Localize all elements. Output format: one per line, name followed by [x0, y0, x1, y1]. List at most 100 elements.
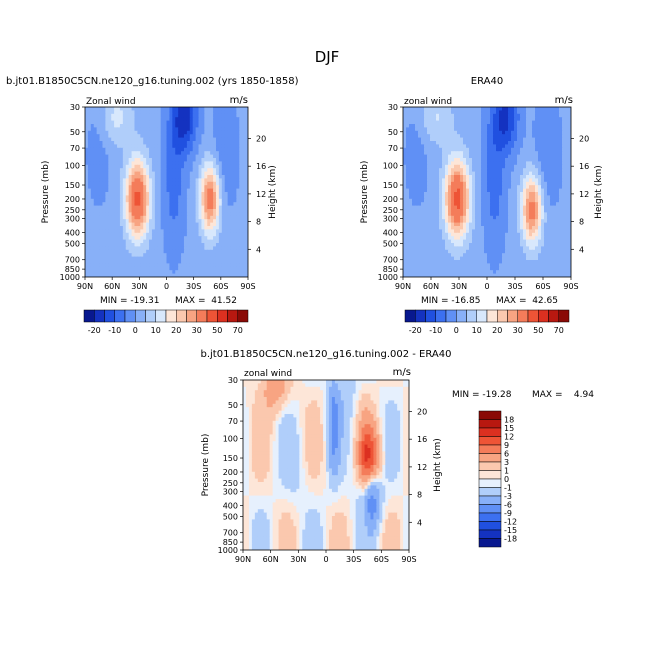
y-tick-label: 700 [65, 256, 80, 265]
colorbar-obs: -20 -10 0 10 20 30 50 70 [404, 309, 570, 335]
y-tick-label: 850 [383, 265, 398, 274]
height-tick-label: 12 [256, 190, 266, 199]
colorbar-swatch [415, 309, 426, 323]
y-tick-label: 250 [383, 206, 398, 215]
x-tick-label: 60N [263, 555, 279, 564]
y-tick-label: 200 [223, 468, 238, 477]
panel-obs: ERA40 zonal wind m/s 90N 60N 30N 0 30S 60S 90S… [360, 76, 604, 306]
panel-model-title: b.jt01.B1850C5CN.ne120_g16.tuning.002 (y… [6, 76, 299, 87]
figure-title: DJF [315, 48, 340, 66]
panel-obs-contours [403, 107, 571, 277]
colorbar-swatch [196, 309, 208, 323]
panel-model-ylabel-right: Height (km) [268, 165, 278, 219]
height-tick-label: 4 [579, 245, 584, 254]
panel-diff-ylabel-right: Height (km) [433, 438, 443, 492]
panel-obs-max: MAX = 42.65 [496, 296, 558, 306]
panel-diff-axes: 90N 60N 30N 0 30S 60S 90S 30 50 70 100 150 200 250300… [218, 376, 428, 564]
colorbar-swatch [165, 309, 177, 323]
y-tick-label: 70 [70, 144, 80, 153]
height-tick-label: 8 [417, 491, 422, 500]
height-tick-label: 4 [417, 518, 422, 527]
colorbar-swatch [478, 495, 502, 505]
height-tick-label: 8 [256, 218, 261, 227]
colorbar-swatch [237, 309, 249, 323]
y-tick-label: 250 [65, 206, 80, 215]
y-tick-label: 850 [65, 265, 80, 274]
colorbar-swatch [114, 309, 126, 323]
x-tick-label: 30S [346, 555, 361, 564]
y-tick-label: 300 [223, 488, 238, 497]
colorbar-swatch [217, 309, 228, 323]
panel-model-max: MAX = 41.52 [175, 296, 237, 306]
x-tick-label: 90N [395, 282, 411, 291]
y-tick-label: 400 [223, 502, 238, 511]
x-tick-label: 90N [235, 555, 251, 564]
height-tick-label: 16 [579, 162, 589, 171]
colorbar-swatch [186, 309, 197, 323]
colorbar-label: 70 [233, 326, 243, 335]
panel-model-units: m/s [230, 95, 248, 106]
colorbar-swatch [478, 410, 502, 420]
colorbar-swatch [445, 309, 457, 323]
panel-diff-ylabel-left: Pressure (mb) [201, 434, 211, 497]
colorbar-label: -15 [504, 526, 517, 535]
colorbar-label: 30 [192, 326, 202, 335]
x-tick-label: 0 [484, 282, 489, 291]
y-tick-label: 1000 [378, 273, 398, 282]
panel-obs-units: m/s [555, 95, 573, 106]
panel-model-field-label: Zonal wind [86, 97, 136, 107]
colorbar-swatch [527, 309, 539, 323]
y-tick-label: 400 [383, 229, 398, 238]
colorbar-swatch [558, 309, 570, 323]
colorbar-swatch [478, 470, 502, 480]
y-tick-label: 70 [228, 417, 238, 426]
y-tick-label: 700 [383, 256, 398, 265]
x-tick-label: 30S [186, 282, 201, 291]
panel-obs-axes: 90N 60N 30N 0 30S 60S 90S 30 50 70 100 150 200 250300… [378, 103, 590, 291]
colorbar-swatch [478, 512, 502, 522]
colorbar-label: 10 [472, 326, 482, 335]
y-tick-label: 850 [223, 538, 238, 547]
colorbar-swatch [145, 309, 156, 323]
x-tick-label: 90N [77, 282, 93, 291]
colorbar-swatch [478, 461, 502, 471]
colorbar-swatch [456, 309, 467, 323]
colorbar-swatch [124, 309, 136, 323]
colorbar-swatch [478, 453, 502, 463]
panel-diff-contours [243, 380, 409, 550]
panel-obs-ylabel-left: Pressure (mb) [360, 161, 370, 224]
y-tick-label: 30 [228, 376, 238, 385]
colorbar-swatch [478, 521, 502, 531]
panel-obs-title: ERA40 [471, 76, 503, 87]
panel-diff-max: MAX = 4.94 [532, 390, 594, 400]
colorbar-label: 1 [504, 467, 509, 476]
colorbar-label: 9 [504, 441, 509, 450]
colorbar-swatch [538, 309, 549, 323]
y-tick-label: 150 [223, 454, 238, 463]
colorbar-swatch [478, 419, 502, 429]
colorbar-model: -20 -10 0 10 20 30 50 70 [83, 309, 249, 335]
colorbar-swatch [507, 309, 518, 323]
height-tick-label: 20 [579, 134, 589, 143]
colorbar-label: 0 [504, 475, 509, 484]
x-tick-label: 30S [507, 282, 522, 291]
panel-obs-ylabel-right: Height (km) [594, 165, 604, 219]
colorbar-label: 70 [554, 326, 564, 335]
colorbar-swatch [478, 504, 502, 514]
y-tick-label: 150 [383, 181, 398, 190]
colorbar-label: 10 [151, 326, 161, 335]
colorbar-label: -10 [108, 326, 121, 335]
x-tick-label: 90S [240, 282, 255, 291]
y-tick-label: 1000 [60, 273, 80, 282]
panel-diff-min: MIN = -19.28 [452, 390, 512, 400]
height-tick-label: 20 [256, 134, 266, 143]
colorbar-swatch [486, 309, 498, 323]
colorbar-label: -10 [429, 326, 442, 335]
colorbar-label: 6 [504, 450, 509, 459]
y-tick-label: 300 [383, 215, 398, 224]
height-tick-label: 8 [579, 218, 584, 227]
colorbar-swatch [176, 309, 187, 323]
height-tick-label: 12 [579, 190, 589, 199]
